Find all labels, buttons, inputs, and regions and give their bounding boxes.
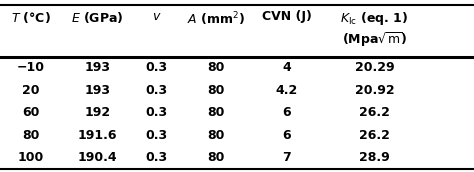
Text: 80: 80: [207, 128, 224, 142]
Text: 20: 20: [22, 84, 39, 97]
Text: 80: 80: [22, 128, 39, 142]
Text: CVN (J): CVN (J): [262, 10, 312, 23]
Text: $K_{\rm Ic}$ (eq. 1)
(Mpa$\sqrt{\rm m}$): $K_{\rm Ic}$ (eq. 1) (Mpa$\sqrt{\rm m}$): [340, 10, 409, 49]
Text: $E$ (GPa): $E$ (GPa): [71, 10, 123, 25]
Text: 6: 6: [283, 128, 291, 142]
Text: 0.3: 0.3: [146, 151, 167, 164]
Text: 26.2: 26.2: [359, 106, 390, 119]
Text: 190.4: 190.4: [77, 151, 117, 164]
Text: 6: 6: [283, 106, 291, 119]
Text: 20.29: 20.29: [355, 61, 394, 74]
Text: 80: 80: [207, 106, 224, 119]
Text: 0.3: 0.3: [146, 128, 167, 142]
Text: 20.92: 20.92: [355, 84, 394, 97]
Text: 28.9: 28.9: [359, 151, 390, 164]
Text: $A$ (mm$^2$): $A$ (mm$^2$): [187, 10, 245, 28]
Text: 80: 80: [207, 84, 224, 97]
Text: 100: 100: [18, 151, 44, 164]
Text: 192: 192: [84, 106, 110, 119]
Text: 80: 80: [207, 151, 224, 164]
Text: 4: 4: [283, 61, 291, 74]
Text: 80: 80: [207, 61, 224, 74]
Text: $T$ (°C): $T$ (°C): [11, 10, 51, 25]
Text: 193: 193: [84, 61, 110, 74]
Text: 193: 193: [84, 84, 110, 97]
Text: −10: −10: [17, 61, 45, 74]
Text: 7: 7: [283, 151, 291, 164]
Text: 60: 60: [22, 106, 39, 119]
Text: 0.3: 0.3: [146, 61, 167, 74]
Text: 0.3: 0.3: [146, 106, 167, 119]
Text: 191.6: 191.6: [77, 128, 117, 142]
Text: $v$: $v$: [152, 10, 161, 23]
Text: 0.3: 0.3: [146, 84, 167, 97]
Text: 26.2: 26.2: [359, 128, 390, 142]
Text: 4.2: 4.2: [276, 84, 298, 97]
